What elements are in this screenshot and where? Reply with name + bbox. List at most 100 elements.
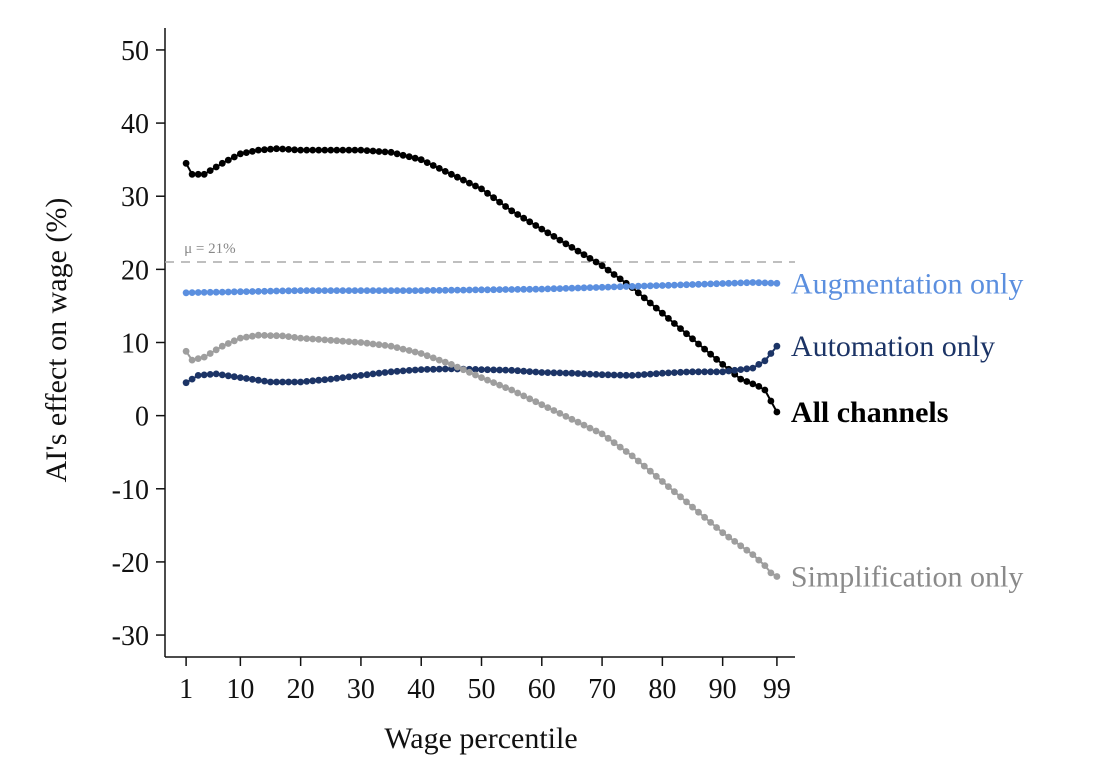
data-point (532, 398, 540, 406)
data-point (689, 368, 696, 376)
data-point (773, 279, 781, 287)
data-point (538, 225, 546, 233)
data-point (363, 371, 371, 379)
data-point (574, 418, 582, 426)
data-point (357, 287, 365, 294)
data-point (291, 334, 298, 341)
data-point (755, 279, 763, 287)
data-point (429, 162, 437, 169)
data-point (646, 299, 654, 307)
data-point (538, 401, 546, 409)
data-point (423, 287, 431, 294)
data-point (200, 371, 208, 379)
data-point (309, 287, 317, 294)
data-point (435, 356, 443, 364)
y-tick-label: 50 (121, 36, 149, 67)
data-point (441, 358, 449, 366)
data-point (315, 336, 323, 343)
data-point (640, 371, 648, 378)
data-point (230, 337, 238, 345)
data-point (598, 430, 606, 438)
data-point (713, 524, 720, 531)
data-point (538, 285, 546, 293)
data-point (273, 145, 280, 153)
data-point (592, 284, 600, 291)
x-tick-label: 20 (287, 674, 315, 705)
data-point (237, 334, 244, 342)
data-point (417, 287, 425, 294)
data-point (749, 551, 757, 558)
data-point (610, 439, 618, 447)
data-point (550, 407, 558, 414)
data-point (538, 369, 546, 376)
data-point (743, 546, 751, 554)
data-point (454, 286, 461, 294)
data-point (526, 218, 534, 226)
data-point (363, 339, 371, 347)
data-point (767, 569, 775, 577)
data-point (773, 573, 781, 580)
data-point (333, 287, 341, 294)
y-tick-label: 30 (121, 182, 149, 213)
data-point (773, 342, 781, 350)
data-point (321, 146, 329, 154)
data-point (713, 355, 720, 363)
data-point (580, 370, 588, 378)
data-point (586, 284, 594, 291)
data-point (454, 363, 461, 371)
series-label: All channels (791, 396, 949, 429)
y-tick-label: 10 (121, 329, 149, 360)
data-point (466, 286, 473, 294)
data-point (701, 345, 708, 353)
data-point (659, 309, 666, 317)
data-point (218, 159, 226, 167)
data-point (206, 288, 214, 296)
data-point (598, 283, 606, 291)
data-point (665, 369, 672, 377)
y-axis-title: AI's effect on wage (%) (40, 198, 73, 483)
data-point (297, 287, 304, 294)
data-point (267, 332, 274, 339)
data-point (586, 255, 594, 262)
data-point (767, 279, 775, 287)
data-point (387, 148, 395, 156)
data-point (255, 146, 262, 154)
data-point (249, 376, 256, 383)
data-point (237, 288, 244, 296)
series-automation-only (182, 342, 781, 387)
data-point (665, 315, 672, 322)
data-point (598, 371, 606, 379)
data-point (345, 287, 353, 294)
data-point (417, 156, 425, 164)
x-axis-ticks: 1 10 20 30 40 50 60 70 80 90 99 (179, 657, 791, 705)
data-point (737, 366, 745, 373)
data-point (592, 371, 600, 378)
data-point (297, 378, 304, 386)
data-point (206, 371, 214, 378)
data-point (230, 373, 238, 381)
data-point (755, 556, 763, 564)
data-point (212, 288, 220, 296)
data-point (659, 282, 666, 289)
data-point (484, 286, 491, 294)
data-point (496, 286, 503, 293)
data-point (496, 381, 503, 389)
data-point (743, 378, 751, 385)
x-tick-label: 40 (407, 674, 435, 705)
data-point (568, 284, 576, 292)
data-point (610, 371, 618, 379)
data-point (405, 153, 413, 161)
data-point (634, 282, 642, 290)
data-point (725, 533, 733, 541)
data-point (206, 350, 214, 357)
data-point (580, 284, 588, 292)
data-point (351, 372, 359, 380)
data-point (417, 350, 425, 357)
mean-reference-label: μ = 21% (184, 241, 236, 257)
data-point (544, 369, 552, 376)
data-point (387, 342, 395, 350)
data-point (550, 233, 558, 240)
data-point (683, 498, 690, 506)
data-point (411, 348, 419, 356)
x-tick-label: 99 (763, 674, 791, 705)
